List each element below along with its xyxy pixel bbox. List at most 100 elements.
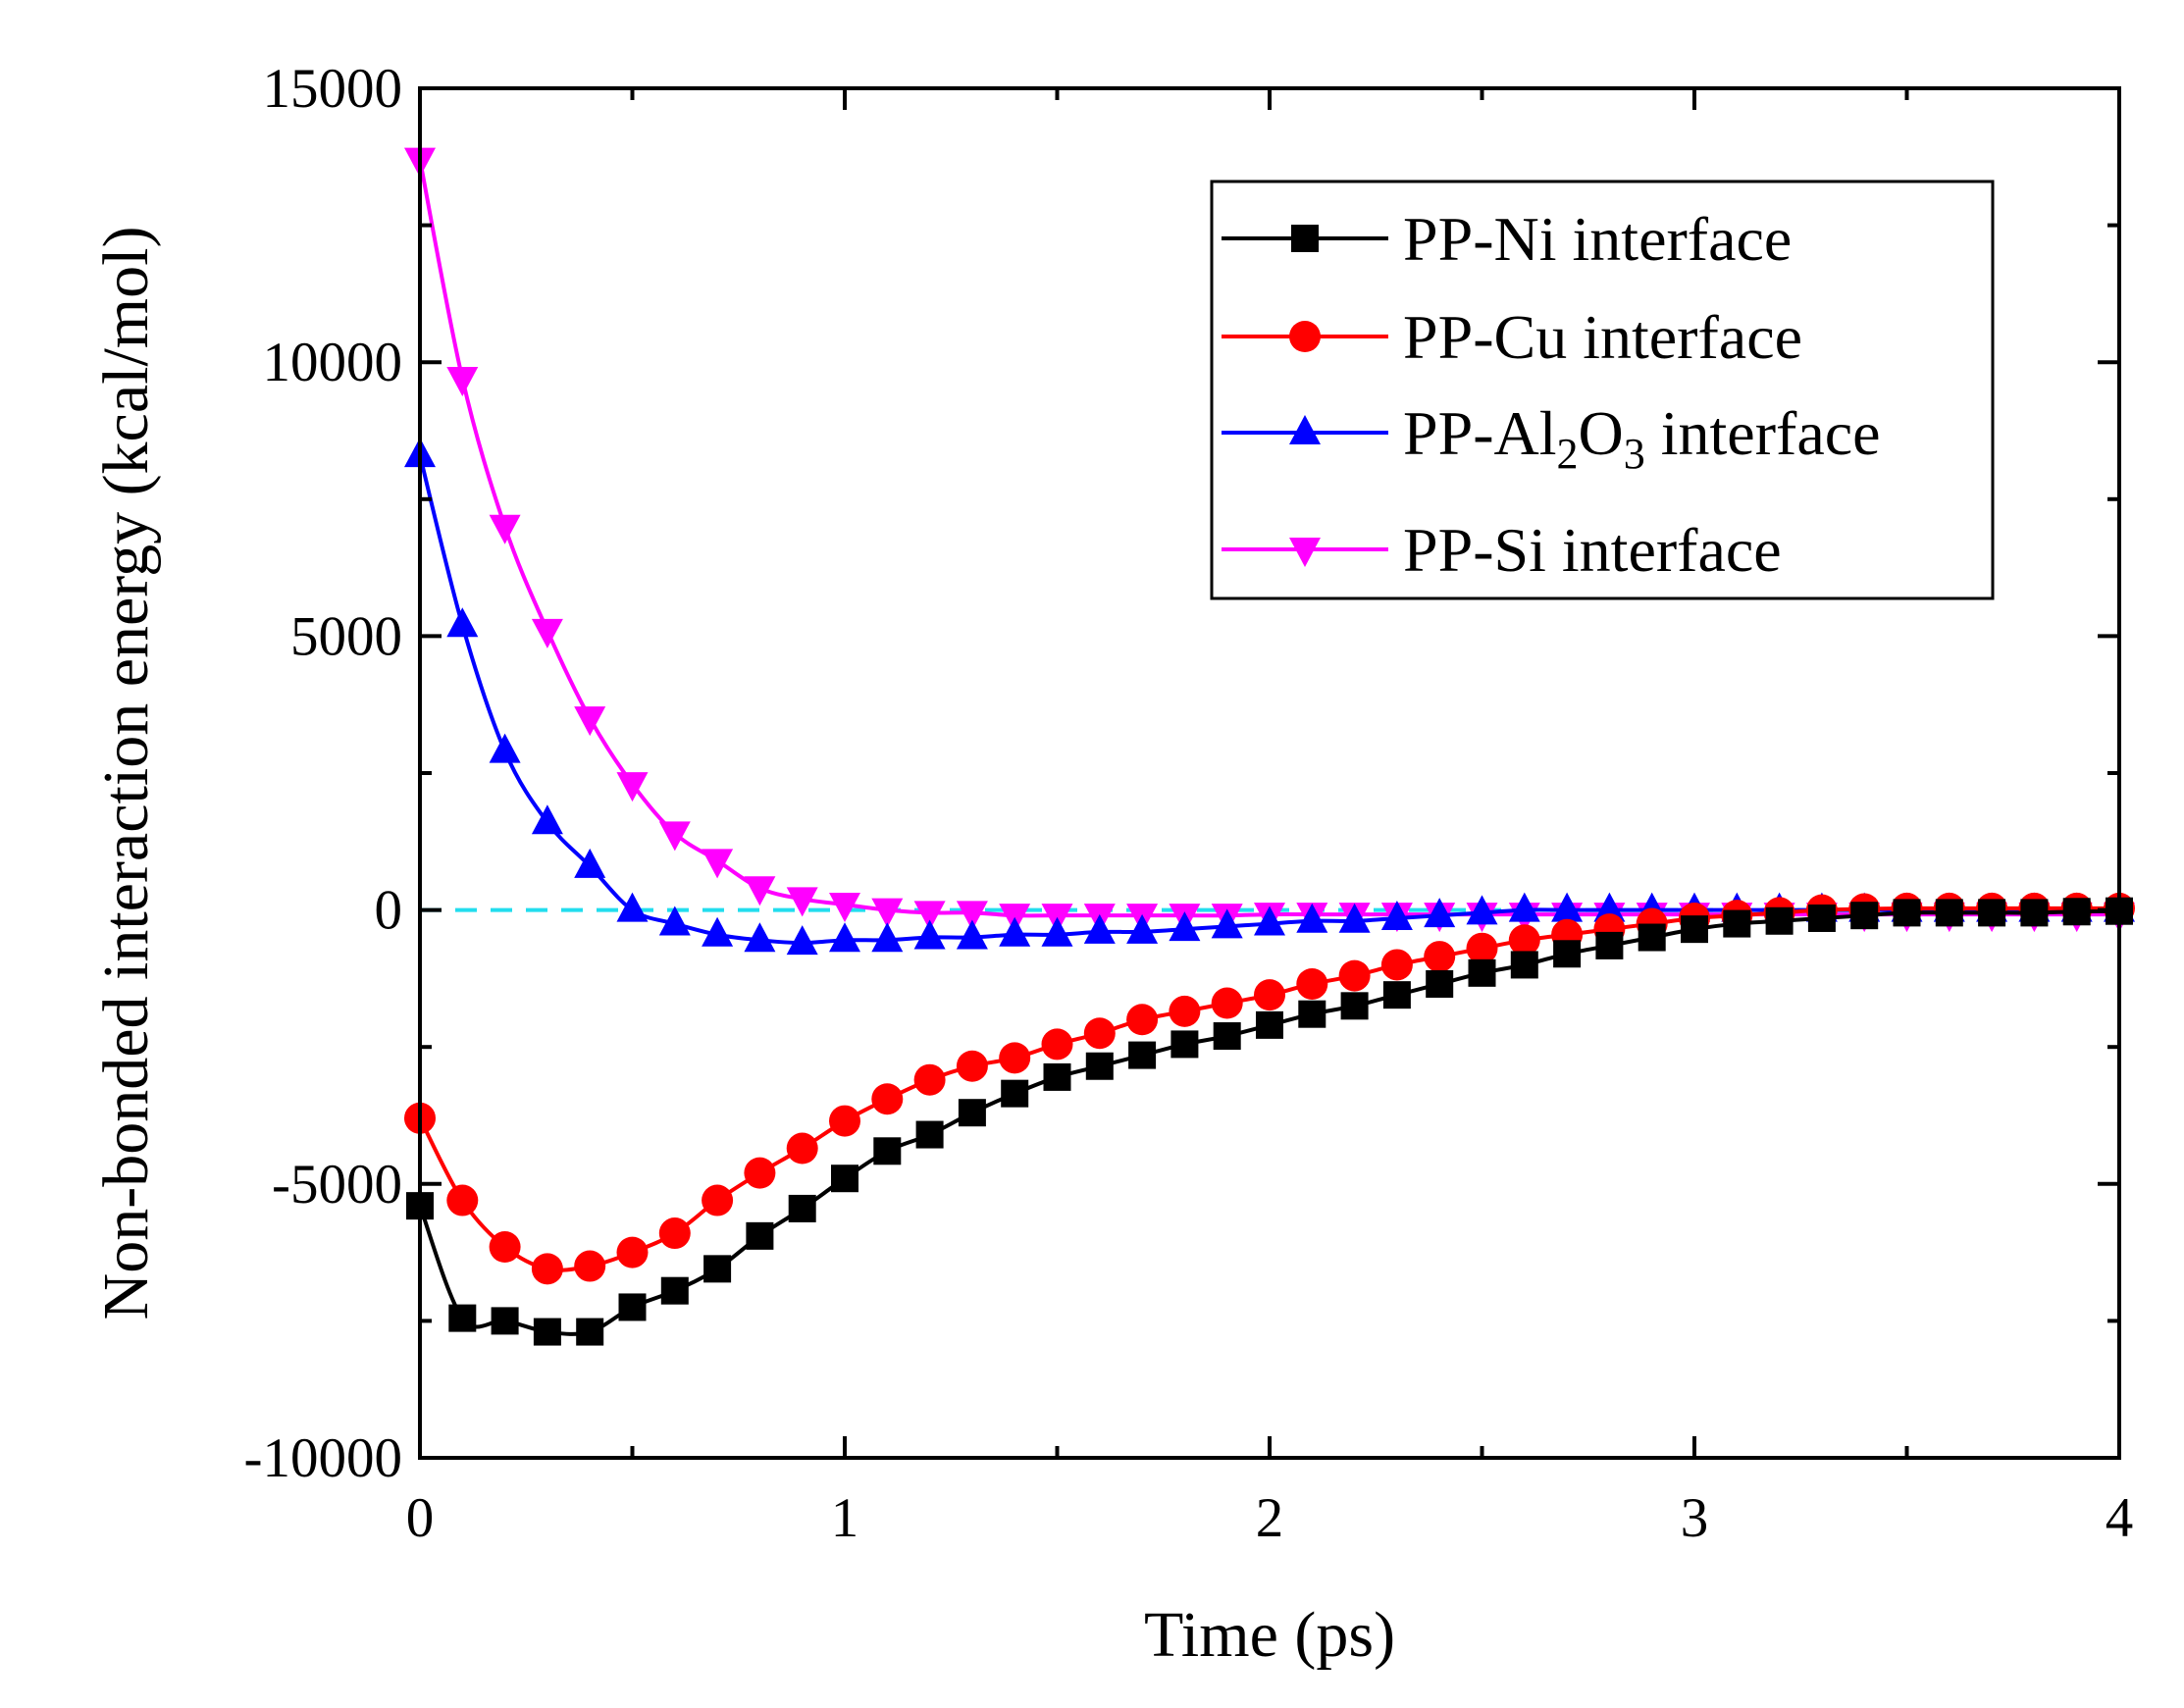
data-point — [786, 925, 818, 956]
data-point — [2020, 899, 2049, 927]
data-point — [533, 1318, 561, 1346]
data-point — [658, 821, 691, 852]
data-point — [1254, 979, 1285, 1011]
data-point — [873, 1137, 902, 1165]
data-point — [958, 1099, 986, 1127]
data-point — [703, 1255, 732, 1283]
data-point — [1085, 1052, 1114, 1080]
data-point — [1211, 908, 1243, 939]
data-point — [786, 1132, 818, 1165]
data-point — [489, 733, 521, 763]
data-point — [915, 1120, 944, 1149]
data-point — [956, 901, 988, 931]
data-point — [1424, 941, 1456, 973]
data-point — [1466, 895, 1498, 925]
data-point — [1170, 1030, 1199, 1059]
data-point — [1126, 913, 1159, 944]
data-point — [1508, 924, 1540, 957]
data-point — [616, 1236, 649, 1268]
data-point — [788, 1194, 816, 1222]
data-point — [616, 772, 649, 802]
data-point — [1169, 995, 1201, 1027]
data-point — [574, 848, 606, 878]
data-point — [1978, 899, 2006, 927]
data-point — [871, 1083, 904, 1115]
y-tick-label: -10000 — [244, 1427, 402, 1489]
data-point — [999, 916, 1031, 947]
data-point — [913, 901, 946, 931]
data-point — [1595, 931, 1624, 959]
x-tick-label: 1 — [831, 1487, 859, 1549]
legend-marker — [1289, 538, 1321, 567]
data-point — [1213, 1022, 1241, 1051]
data-point — [446, 1184, 479, 1216]
legend-label: PP-Al2O3 interface — [1403, 398, 1881, 478]
legend-marker — [1289, 415, 1321, 444]
data-point — [829, 922, 860, 953]
data-point — [489, 1231, 521, 1264]
data-point — [1380, 900, 1413, 930]
y-tick-label: 0 — [375, 880, 403, 942]
data-point — [446, 366, 479, 396]
data-point — [576, 1318, 604, 1346]
data-point — [1083, 1017, 1116, 1050]
data-point — [913, 1063, 946, 1096]
legend-box — [1210, 180, 1995, 600]
data-point — [744, 922, 776, 953]
data-point — [1935, 899, 1963, 927]
data-point — [829, 1105, 860, 1137]
data-point — [1340, 992, 1369, 1020]
y-tick-label: 15000 — [263, 58, 403, 120]
data-point — [1001, 1079, 1029, 1108]
data-point — [531, 1253, 563, 1285]
data-point — [702, 916, 734, 947]
data-point — [1424, 898, 1456, 928]
data-point — [1041, 1028, 1073, 1061]
data-point — [1723, 909, 1751, 938]
x-tick-label: 3 — [1681, 1487, 1709, 1549]
data-point — [999, 1042, 1031, 1074]
data-point — [702, 849, 734, 879]
data-point — [1468, 958, 1496, 987]
data-point — [956, 1050, 988, 1082]
data-point — [829, 893, 860, 923]
data-point — [1380, 949, 1413, 981]
data-point — [1043, 1062, 1071, 1091]
data-point — [660, 1276, 689, 1305]
data-point — [574, 1250, 606, 1282]
data-point — [1426, 969, 1454, 998]
data-point — [1254, 906, 1285, 936]
data-point — [786, 887, 818, 917]
data-point — [1466, 932, 1498, 964]
x-tick-label: 4 — [2106, 1487, 2134, 1549]
x-tick-label: 2 — [1256, 1487, 1284, 1549]
data-point — [1298, 1000, 1326, 1028]
data-point — [1296, 967, 1328, 1000]
legend-marker — [1291, 225, 1319, 252]
axis-ticks: 0 1 2 3 4 -10000 -5000 0 5000 10000 15000 — [244, 58, 2134, 1549]
data-point — [913, 919, 946, 950]
data-point — [1807, 904, 1836, 932]
data-point — [871, 898, 904, 928]
y-tick-label: 5000 — [290, 605, 402, 667]
data-point — [1510, 951, 1538, 979]
legend: PP-Ni interface PP-Cu interface PP-Al2O3 i… — [1210, 180, 1995, 600]
data-point — [1593, 892, 1626, 922]
y-tick-label: -5000 — [272, 1154, 402, 1216]
data-point — [1256, 1010, 1283, 1039]
data-point — [1553, 940, 1582, 968]
data-point — [702, 1184, 734, 1216]
x-tick-label: 0 — [406, 1487, 435, 1549]
legend-marker — [1289, 321, 1321, 352]
data-point — [1128, 1041, 1157, 1069]
data-point — [1211, 987, 1243, 1019]
data-point — [489, 514, 521, 544]
data-point — [491, 1307, 519, 1335]
data-point — [1338, 959, 1371, 992]
data-point — [446, 607, 479, 638]
y-tick-label: 10000 — [263, 332, 403, 393]
data-point — [448, 1304, 477, 1332]
y-axis-title: Non-bonded interaction energy (kcal/mol) — [90, 227, 162, 1320]
legend-label: PP-Cu interface — [1403, 302, 1802, 372]
